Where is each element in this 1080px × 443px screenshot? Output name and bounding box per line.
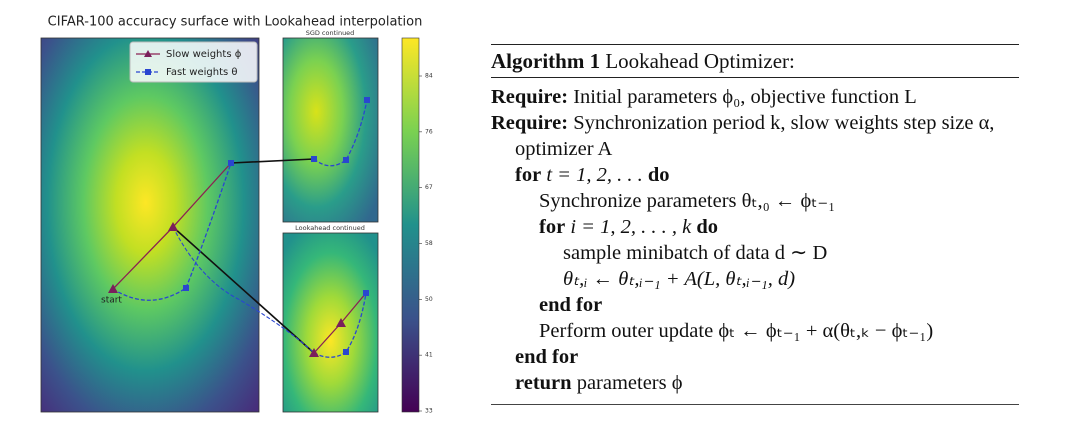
keyword: for (539, 216, 566, 238)
sgd-panel (282, 37, 379, 223)
marker (311, 156, 317, 162)
line: Perform outer update ϕₜ ← ϕₜ₋₁ + α(θₜ,ₖ … (491, 318, 1019, 344)
colorbar-tick-label: 58 (425, 240, 433, 247)
fast-markers (183, 97, 370, 355)
start-label: start (101, 296, 122, 306)
algorithm-body: Require: Initial parameters ϕ₀, objectiv… (491, 78, 1019, 405)
keyword: for (515, 164, 542, 186)
rule (491, 44, 1019, 45)
line: Require: Synchronization period k, slow … (491, 110, 1019, 162)
keyword: Require: (491, 112, 569, 134)
legend-marker (144, 50, 152, 57)
legend-label: Slow weights ϕ (166, 49, 242, 60)
line: Require: Initial parameters ϕ₀, objectiv… (491, 84, 1019, 110)
keyword: do (647, 164, 670, 186)
marker (343, 157, 349, 163)
algorithm: Algorithm 1 Lookahead Optimizer: Require… (491, 44, 1019, 405)
fast-path (172, 226, 315, 354)
text: Perform outer update ϕₜ ← ϕₜ₋₁ + α(θₜ,ₖ … (539, 320, 934, 342)
line: for i = 1, 2, . . . , k do (491, 214, 1019, 240)
legend: Slow weights ϕ Fast weights θ (129, 41, 258, 83)
text: sample minibatch of data d ∼ D (563, 242, 828, 264)
legend-box (129, 41, 258, 83)
line: sample minibatch of data d ∼ D (491, 240, 1019, 266)
marker (363, 290, 369, 296)
marker (183, 285, 189, 291)
text: i = 1, 2, . . . , k (570, 216, 692, 238)
keyword: end for (539, 294, 603, 316)
fast-path (313, 99, 368, 167)
colorbar-ticks: 84 76 67 58 50 41 33 (419, 73, 433, 415)
keyword: end for (515, 346, 579, 368)
text: Synchronization period k, slow weights s… (515, 112, 995, 160)
main-panel (40, 37, 260, 413)
colorbar-tick-label: 41 (425, 352, 433, 359)
text: t = 1, 2, . . . (546, 164, 643, 186)
text: Synchronize parameters θₜ,₀ ← ϕₜ₋₁ (539, 190, 836, 212)
marker (336, 318, 346, 327)
keyword: do (696, 216, 718, 238)
legend-marker (145, 69, 151, 75)
keyword: Require: (491, 86, 569, 108)
marker (364, 97, 370, 103)
marker (343, 349, 349, 355)
colorbar-tick-label: 76 (425, 128, 433, 135)
algorithm-title: Lookahead Optimizer: (605, 49, 795, 73)
keyword: return (515, 372, 572, 394)
line: for t = 1, 2, . . . do (491, 162, 1019, 188)
text: θₜ,ᵢ ← θₜ,ᵢ₋₁ + A(L, θₜ,ᵢ₋₁, d) (563, 268, 796, 290)
panel-label: SGD continued (306, 29, 355, 37)
figure-title: CIFAR-100 accuracy surface with Lookahea… (48, 15, 423, 30)
line: return parameters ϕ (491, 370, 1019, 396)
colorbar-tick-label: 50 (425, 296, 433, 303)
marker (228, 160, 234, 166)
colorbar-tick-label: 33 (425, 408, 433, 415)
text: parameters ϕ (576, 372, 683, 394)
marker (309, 348, 319, 357)
colorbar (401, 37, 420, 413)
legend-label: Fast weights θ (166, 67, 238, 78)
slow-markers (108, 222, 346, 357)
line: end for (491, 292, 1019, 318)
figure: CIFAR-100 accuracy surface with Lookahea… (40, 15, 433, 415)
fast-path (112, 162, 232, 301)
line: end for (491, 344, 1019, 370)
line: θₜ,ᵢ ← θₜ,ᵢ₋₁ + A(L, θₜ,ᵢ₋₁, d) (491, 266, 1019, 292)
connector (172, 158, 315, 354)
lookahead-panel (282, 232, 379, 413)
text: Initial parameters ϕ₀, objective functio… (573, 86, 917, 108)
colorbar-tick-label: 67 (425, 184, 433, 191)
algorithm-header: Algorithm 1 Lookahead Optimizer: (491, 45, 1019, 78)
marker (108, 284, 118, 293)
line: Synchronize parameters θₜ,₀ ← ϕₜ₋₁ (491, 188, 1019, 214)
marker (168, 222, 178, 231)
panel-label: Lookahead continued (295, 224, 365, 232)
algorithm-label: Algorithm 1 (491, 49, 601, 73)
colorbar-tick-label: 84 (425, 73, 433, 80)
